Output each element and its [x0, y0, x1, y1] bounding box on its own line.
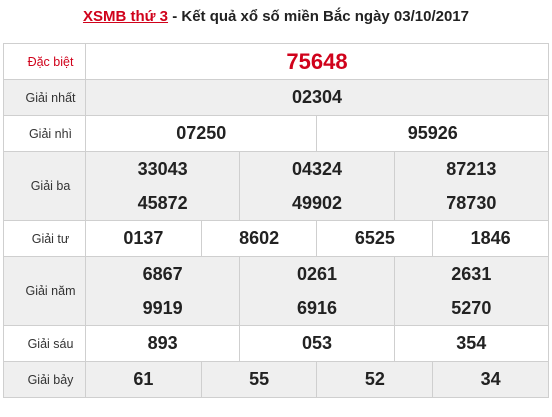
seventh-prize-number: 34: [432, 361, 549, 398]
label-fifth: Giải năm: [3, 256, 86, 326]
fourth-prize-number: 8602: [200, 220, 318, 257]
fifth-prize-cell: 0261 6916: [239, 256, 395, 326]
label-first: Giải nhất: [3, 79, 86, 116]
row-third: Giải ba 33043 45872 04324 49902 87213 78…: [3, 151, 550, 221]
special-prize-number: 75648: [85, 43, 549, 80]
fourth-prize-number: 6525: [316, 220, 434, 257]
row-special: Đặc biệt 75648: [3, 43, 549, 80]
results-table: Đặc biệt 75648 Giải nhất 02304 Giải nhì …: [3, 43, 550, 398]
fourth-prize-number: 1846: [432, 220, 549, 257]
seventh-prize-number: 61: [85, 361, 202, 398]
label-third: Giải ba: [3, 151, 86, 221]
label-second: Giải nhì: [3, 115, 86, 152]
second-prize-number: 07250: [84, 115, 318, 152]
label-sixth: Giải sáu: [3, 325, 86, 362]
seventh-prize-number: 55: [200, 361, 318, 398]
label-seventh: Giải bảy: [3, 361, 86, 398]
sixth-prize-number: 053: [239, 325, 395, 362]
row-fifth: Giải năm 6867 9919 0261 6916 2631 5270: [3, 256, 550, 326]
second-prize-number: 95926: [316, 115, 549, 152]
third-prize-cell: 33043 45872: [84, 151, 241, 221]
row-first: Giải nhất 02304: [3, 79, 549, 116]
label-special: Đặc biệt: [3, 43, 86, 80]
sixth-prize-number: 893: [84, 325, 241, 362]
seventh-prize-number: 52: [316, 361, 434, 398]
third-prize-cell: 04324 49902: [239, 151, 395, 221]
label-fourth: Giải tư: [3, 220, 86, 257]
fifth-prize-cell: 2631 5270: [393, 256, 550, 326]
row-second: Giải nhì 07250 95926: [3, 115, 549, 152]
title-text: - Kết quả xổ số miền Bắc ngày 03/10/2017: [168, 8, 469, 25]
first-prize-number: 02304: [85, 79, 549, 116]
row-sixth: Giải sáu 893 053 354: [3, 325, 550, 362]
fifth-prize-cell: 6867 9919: [84, 256, 241, 326]
row-fourth: Giải tư 0137 8602 6525 1846: [3, 220, 549, 257]
sixth-prize-number: 354: [393, 325, 550, 362]
xsmb-day-link[interactable]: XSMB thứ 3: [82, 8, 169, 25]
fourth-prize-number: 0137: [85, 220, 202, 257]
third-prize-cell: 87213 78730: [393, 151, 550, 221]
row-seventh: Giải bảy 61 55 52 34: [3, 361, 549, 398]
page-title: XSMB thứ 3 - Kết quả xổ số miền Bắc ngày…: [0, 0, 552, 34]
